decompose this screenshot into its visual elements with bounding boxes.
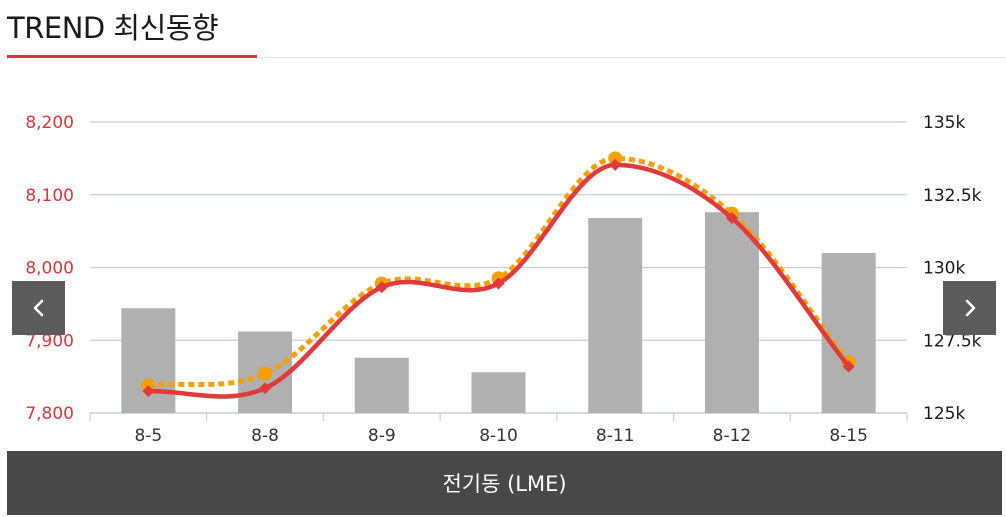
chart-caption: 전기동 (LME)	[442, 472, 567, 496]
page-title: TREND 최신동향	[7, 11, 219, 45]
right-axis-tick-label: 132.5k	[923, 186, 982, 206]
next-button[interactable]	[943, 281, 996, 335]
solid-series-point	[492, 277, 505, 290]
left-axis-tick-label: 8,200	[25, 113, 74, 133]
solid-series-point	[259, 382, 272, 395]
x-axis-tick-label: 8-11	[596, 426, 635, 446]
bar	[121, 308, 176, 413]
right-axis-tick-label: 135k	[923, 113, 965, 133]
chevron-left-icon	[33, 299, 43, 317]
bar	[821, 252, 876, 413]
solid-series-point	[142, 385, 155, 398]
x-axis-tick-label: 8-5	[134, 426, 162, 446]
dotted-series-point	[608, 151, 623, 166]
dotted-series-point	[258, 366, 273, 381]
chevron-right-icon	[965, 299, 975, 317]
right-axis-tick-label: 127.5k	[923, 331, 982, 351]
left-axis-tick-label: 7,800	[25, 404, 74, 424]
header-divider	[257, 57, 1006, 58]
chart-caption-bar: 전기동 (LME)	[7, 451, 1002, 515]
x-axis-tick-label: 8-12	[713, 426, 752, 446]
x-axis-tick-label: 8-10	[479, 426, 518, 446]
left-axis-tick-label: 8,100	[25, 186, 74, 206]
prev-button[interactable]	[12, 281, 65, 335]
header: TREND 최신동향	[0, 0, 1006, 58]
bar	[588, 218, 643, 413]
x-axis-tick-label: 8-8	[251, 426, 279, 446]
solid-series-point	[725, 212, 738, 225]
solid-series-point	[375, 281, 388, 294]
right-axis-tick-label: 130k	[923, 259, 965, 279]
right-axis-tick-label: 125k	[923, 404, 965, 424]
x-axis-tick-label: 8-15	[829, 426, 868, 446]
left-axis-tick-label: 7,900	[25, 331, 74, 351]
bar	[471, 372, 526, 413]
trend-chart: 8,200 8,100 8,000 7,900 7,800 135k 132.5k 130k 1…	[25, 113, 982, 446]
bar	[354, 357, 409, 413]
title-underline	[7, 55, 257, 58]
solid-series-point	[842, 360, 855, 373]
solid-series-point	[609, 158, 622, 171]
bar	[704, 212, 759, 413]
left-axis-tick-label: 8,000	[25, 259, 74, 279]
x-axis-tick-label: 8-9	[368, 426, 396, 446]
